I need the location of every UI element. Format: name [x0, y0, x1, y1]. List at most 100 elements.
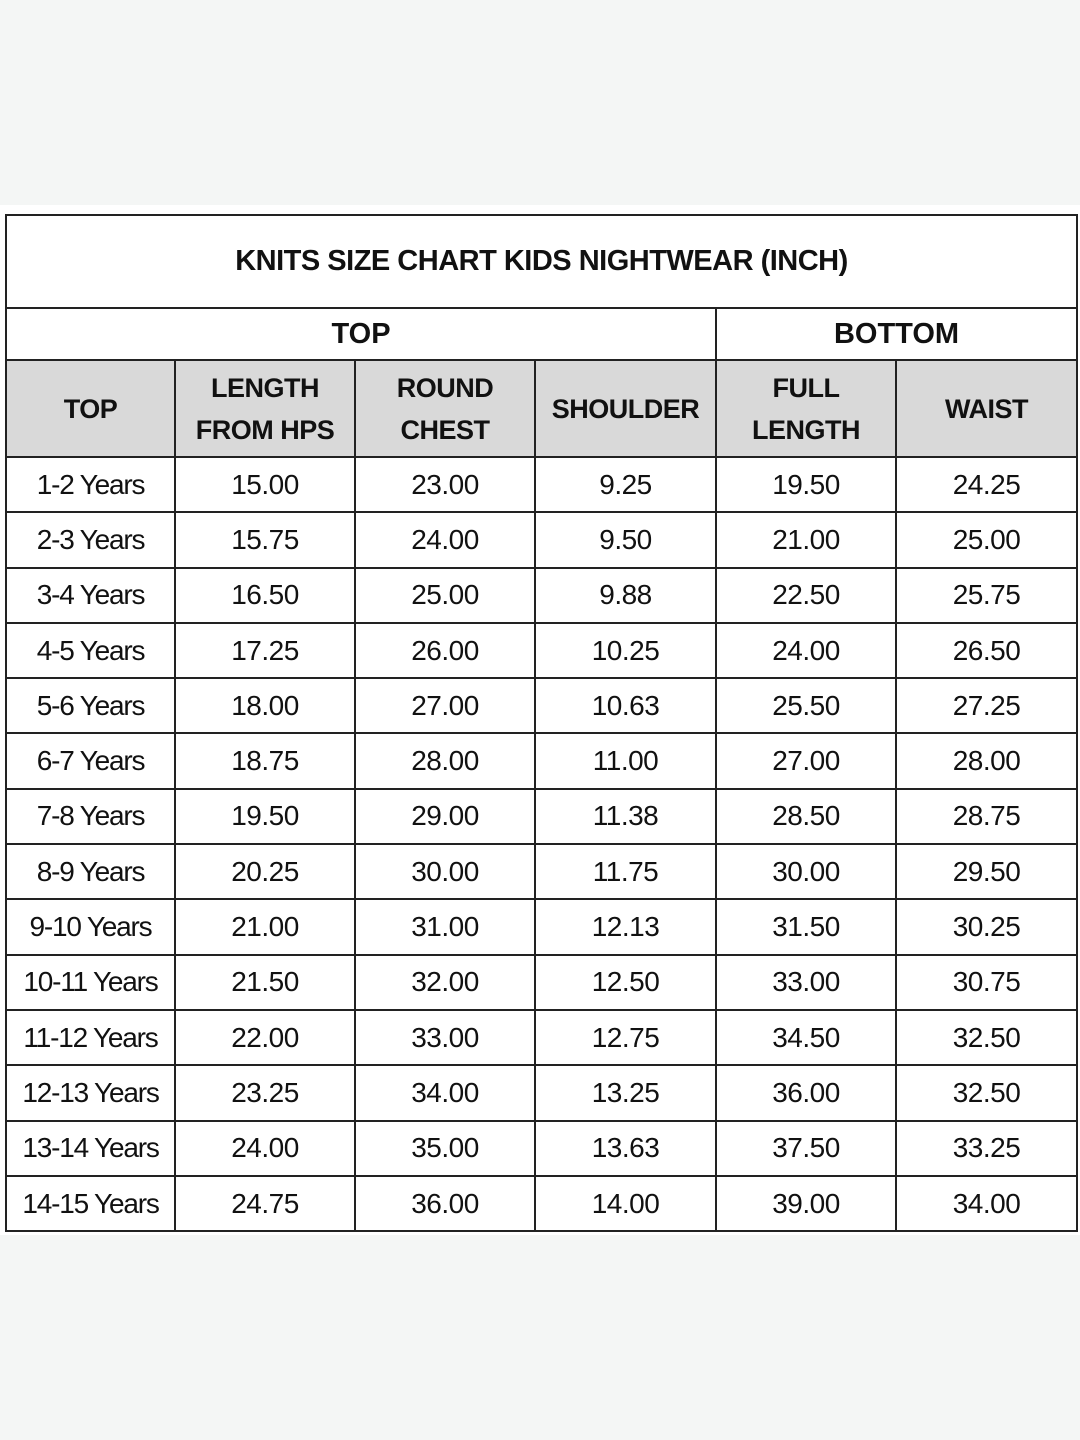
waist-cell: 32.50 [895, 1064, 1078, 1122]
size-cell: 7-8 Years [5, 787, 176, 846]
length-from-hps-cell: 20.25 [174, 843, 356, 901]
waist-cell: 25.00 [895, 511, 1078, 569]
round-chest-cell: 23.00 [354, 455, 536, 514]
round-chest-cell: 28.00 [354, 732, 536, 790]
length-from-hps-cell: 22.00 [174, 1008, 356, 1067]
size-chart-sheet: KNITS SIZE CHART KIDS NIGHTWEAR (INCH) T… [0, 205, 1080, 1235]
shoulder-cell: 10.63 [534, 677, 717, 735]
round-chest-cell: 35.00 [354, 1119, 536, 1177]
size-cell: 14-15 Years [5, 1174, 176, 1233]
header-full-length: FULL LENGTH [715, 359, 897, 458]
length-from-hps-cell: 21.00 [174, 898, 356, 956]
size-cell: 5-6 Years [5, 677, 176, 735]
shoulder-cell: 11.75 [534, 843, 717, 901]
length-from-hps-cell: 19.50 [174, 787, 356, 846]
size-cell: 8-9 Years [5, 843, 176, 901]
shoulder-cell: 9.50 [534, 511, 717, 569]
table-row: 10-11 Years 21.50 32.00 12.50 33.00 30.75 [5, 953, 1078, 1011]
full-length-cell: 21.00 [715, 511, 897, 569]
table-row: 8-9 Years 20.25 30.00 11.75 30.00 29.50 [5, 843, 1078, 901]
shoulder-cell: 9.88 [534, 566, 717, 624]
size-cell: 9-10 Years [5, 898, 176, 956]
size-cell: 2-3 Years [5, 511, 176, 569]
full-length-cell: 25.50 [715, 677, 897, 735]
length-from-hps-cell: 15.75 [174, 511, 356, 569]
waist-cell: 30.25 [895, 898, 1078, 956]
full-length-cell: 28.50 [715, 787, 897, 846]
table-row: 2-3 Years 15.75 24.00 9.50 21.00 25.00 [5, 511, 1078, 569]
waist-cell: 28.00 [895, 732, 1078, 790]
round-chest-cell: 33.00 [354, 1008, 536, 1067]
full-length-cell: 36.00 [715, 1064, 897, 1122]
full-length-cell: 37.50 [715, 1119, 897, 1177]
header-waist: WAIST [895, 359, 1078, 458]
table-row: 6-7 Years 18.75 28.00 11.00 27.00 28.00 [5, 732, 1078, 790]
shoulder-cell: 14.00 [534, 1174, 717, 1233]
table-row: 1-2 Years 15.00 23.00 9.25 19.50 24.25 [5, 455, 1078, 514]
waist-cell: 28.75 [895, 787, 1078, 846]
length-from-hps-cell: 17.25 [174, 621, 356, 680]
waist-cell: 34.00 [895, 1174, 1078, 1233]
shoulder-cell: 11.00 [534, 732, 717, 790]
length-from-hps-cell: 18.00 [174, 677, 356, 735]
table-row: 4-5 Years 17.25 26.00 10.25 24.00 26.50 [5, 621, 1078, 680]
size-cell: 11-12 Years [5, 1008, 176, 1067]
full-length-cell: 19.50 [715, 455, 897, 514]
table-row: 14-15 Years 24.75 36.00 14.00 39.00 34.00 [5, 1174, 1078, 1233]
size-cell: 13-14 Years [5, 1119, 176, 1177]
waist-cell: 32.50 [895, 1008, 1078, 1067]
size-cell: 12-13 Years [5, 1064, 176, 1122]
round-chest-cell: 25.00 [354, 566, 536, 624]
size-cell: 4-5 Years [5, 621, 176, 680]
length-from-hps-cell: 24.00 [174, 1119, 356, 1177]
shoulder-cell: 12.75 [534, 1008, 717, 1067]
group-row: TOP BOTTOM [5, 307, 1078, 361]
shoulder-cell: 12.50 [534, 953, 717, 1011]
length-from-hps-cell: 16.50 [174, 566, 356, 624]
header-length-from-hps: LENGTH FROM HPS [174, 359, 356, 458]
header-row: TOP LENGTH FROM HPS ROUND CHEST SHOULDER FUL… [5, 359, 1078, 458]
full-length-cell: 31.50 [715, 898, 897, 956]
shoulder-cell: 13.25 [534, 1064, 717, 1122]
shoulder-cell: 13.63 [534, 1119, 717, 1177]
full-length-cell: 24.00 [715, 621, 897, 680]
table-row: 13-14 Years 24.00 35.00 13.63 37.50 33.25 [5, 1119, 1078, 1177]
waist-cell: 26.50 [895, 621, 1078, 680]
shoulder-cell: 11.38 [534, 787, 717, 846]
full-length-cell: 22.50 [715, 566, 897, 624]
waist-cell: 27.25 [895, 677, 1078, 735]
table-row: 3-4 Years 16.50 25.00 9.88 22.50 25.75 [5, 566, 1078, 624]
size-cell: 6-7 Years [5, 732, 176, 790]
waist-cell: 29.50 [895, 843, 1078, 901]
size-cell: 10-11 Years [5, 953, 176, 1011]
round-chest-cell: 29.00 [354, 787, 536, 846]
table-row: 12-13 Years 23.25 34.00 13.25 36.00 32.50 [5, 1064, 1078, 1122]
full-length-cell: 30.00 [715, 843, 897, 901]
length-from-hps-cell: 15.00 [174, 455, 356, 514]
shoulder-cell: 9.25 [534, 455, 717, 514]
round-chest-cell: 30.00 [354, 843, 536, 901]
size-chart-table: KNITS SIZE CHART KIDS NIGHTWEAR (INCH) T… [5, 214, 1078, 1233]
table-row: 9-10 Years 21.00 31.00 12.13 31.50 30.25 [5, 898, 1078, 956]
waist-cell: 24.25 [895, 455, 1078, 514]
size-cell: 1-2 Years [5, 455, 176, 514]
round-chest-cell: 26.00 [354, 621, 536, 680]
waist-cell: 33.25 [895, 1119, 1078, 1177]
table-row: 5-6 Years 18.00 27.00 10.63 25.50 27.25 [5, 677, 1078, 735]
shoulder-cell: 12.13 [534, 898, 717, 956]
round-chest-cell: 24.00 [354, 511, 536, 569]
round-chest-cell: 27.00 [354, 677, 536, 735]
waist-cell: 30.75 [895, 953, 1078, 1011]
header-shoulder: SHOULDER [534, 359, 717, 458]
table-row: 7-8 Years 19.50 29.00 11.38 28.50 28.75 [5, 787, 1078, 846]
group-top: TOP [5, 307, 717, 361]
length-from-hps-cell: 23.25 [174, 1064, 356, 1122]
round-chest-cell: 34.00 [354, 1064, 536, 1122]
full-length-cell: 33.00 [715, 953, 897, 1011]
table-row: 11-12 Years 22.00 33.00 12.75 34.50 32.50 [5, 1008, 1078, 1067]
length-from-hps-cell: 21.50 [174, 953, 356, 1011]
group-bottom: BOTTOM [715, 307, 1078, 361]
round-chest-cell: 36.00 [354, 1174, 536, 1233]
chart-title: KNITS SIZE CHART KIDS NIGHTWEAR (INCH) [5, 214, 1078, 309]
shoulder-cell: 10.25 [534, 621, 717, 680]
